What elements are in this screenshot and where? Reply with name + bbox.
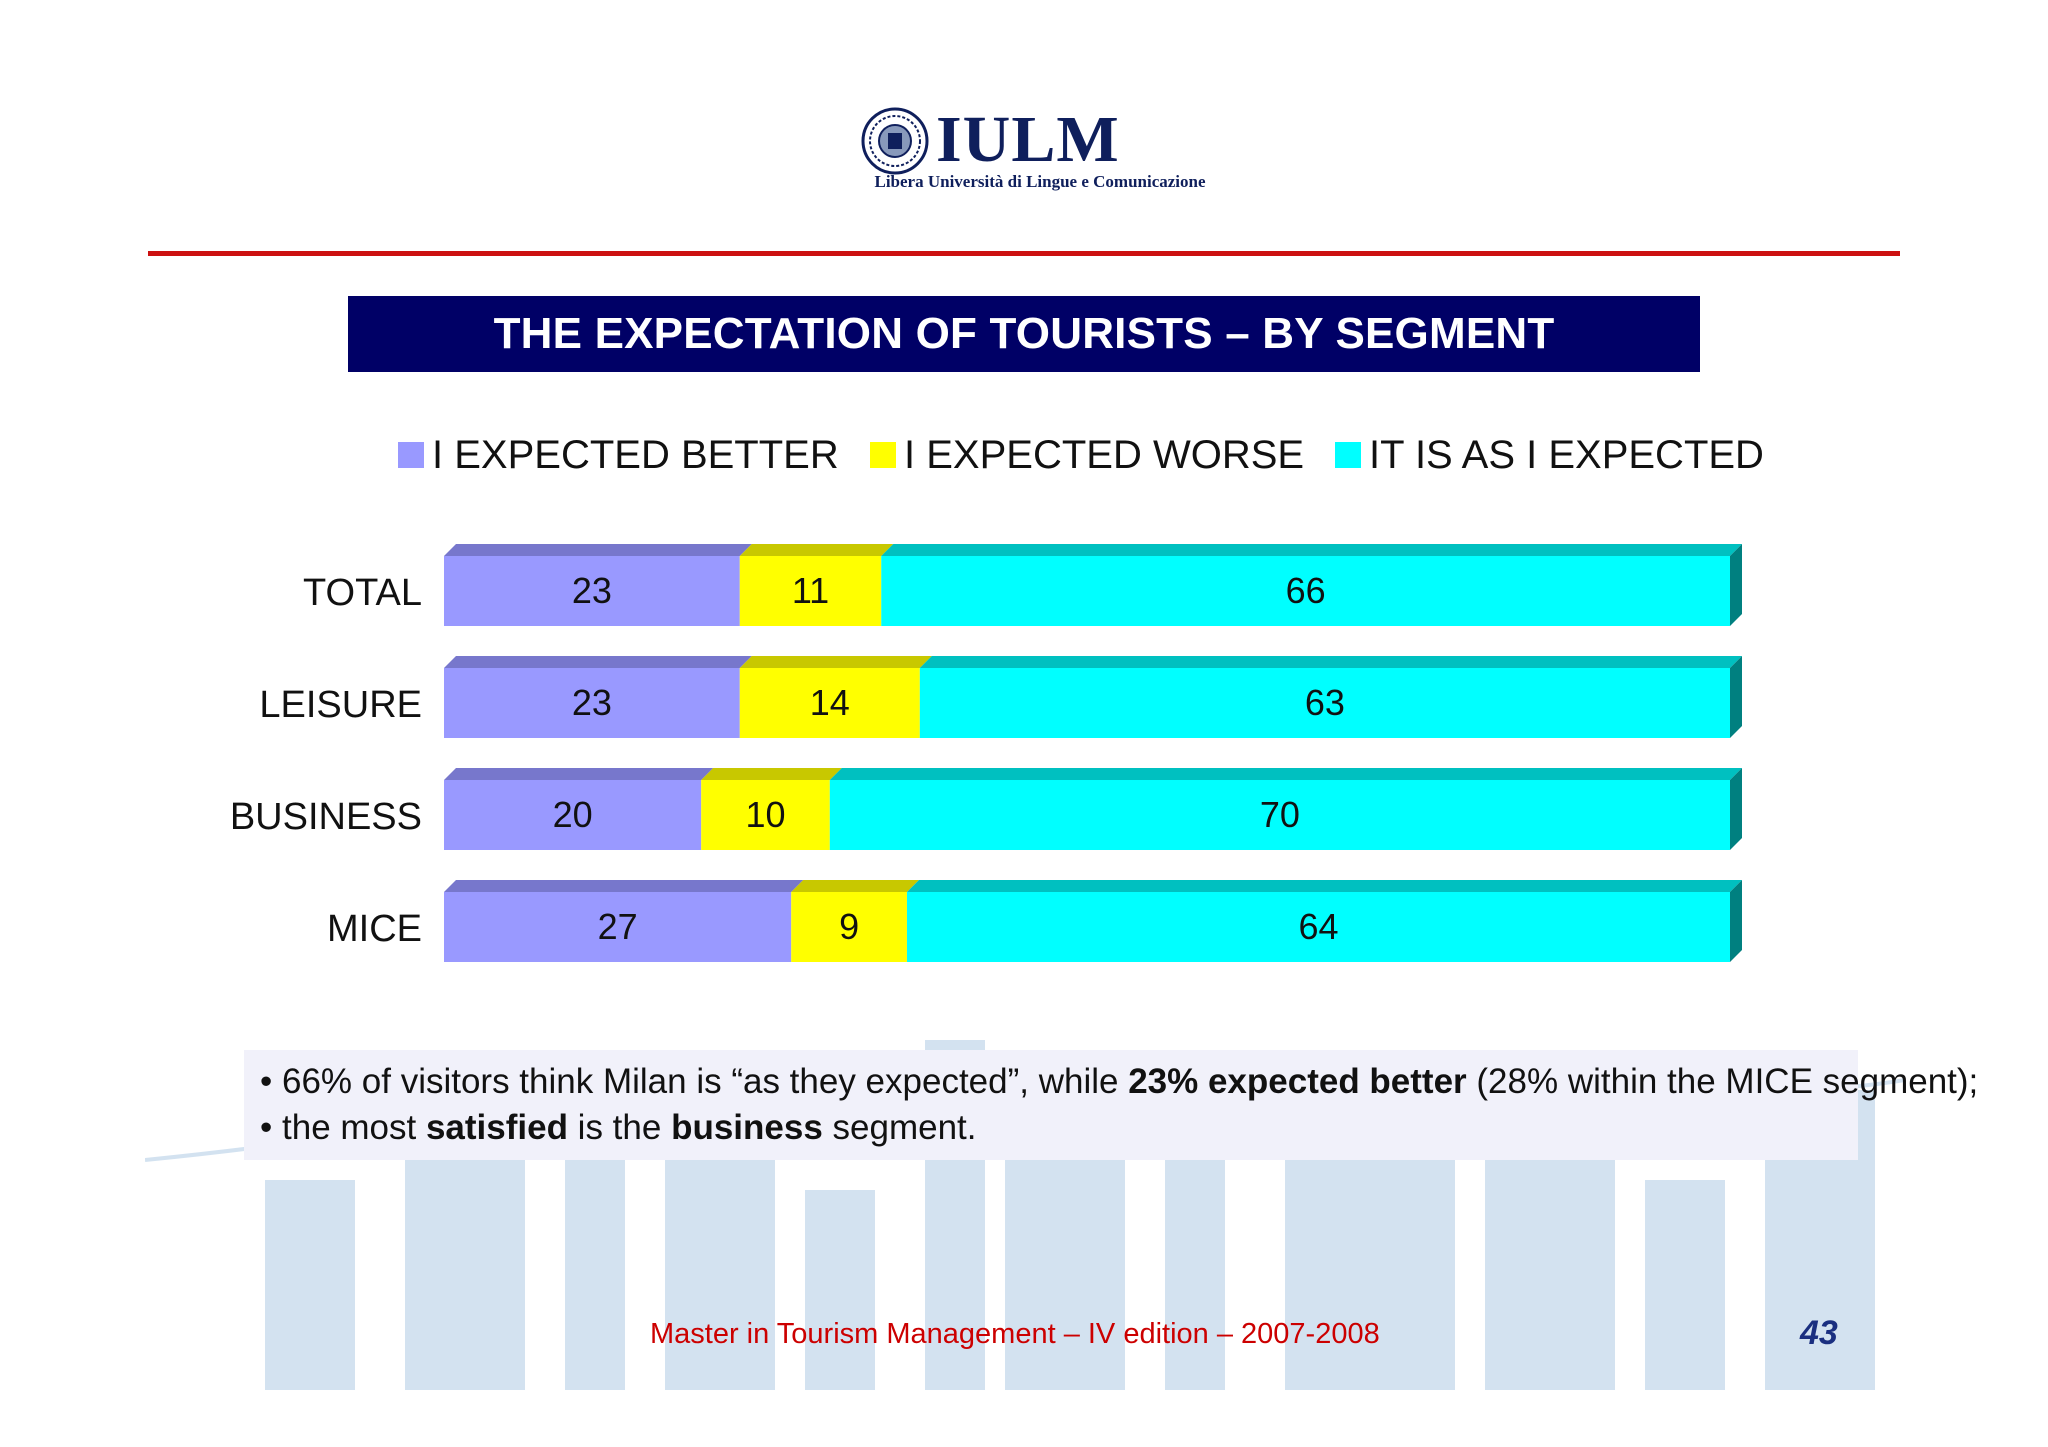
data-label: 10 <box>745 794 785 835</box>
data-label: 9 <box>839 906 859 947</box>
bar-side-face <box>1730 544 1742 626</box>
data-label: 23 <box>572 682 612 723</box>
header-divider <box>148 251 1900 256</box>
iulm-logo: IULM Libera Università di Lingue e Comun… <box>860 100 1220 210</box>
legend-label: I EXPECTED WORSE <box>904 432 1305 477</box>
bar-top-face <box>739 544 894 556</box>
bar-top-face <box>701 768 842 780</box>
data-label: 23 <box>572 570 612 611</box>
data-label: 64 <box>1298 906 1338 947</box>
bar-segment <box>444 892 792 962</box>
bar-segment <box>739 668 920 738</box>
bar-top-face <box>906 880 1742 892</box>
bar-top-face <box>444 544 752 556</box>
legend-item-as-expected: IT IS AS I EXPECTED <box>1335 430 1764 480</box>
bar-top-face <box>791 880 919 892</box>
category-label: BUSINESS <box>230 796 422 838</box>
summary-text: the most <box>282 1108 426 1147</box>
bar-segment <box>444 668 740 738</box>
bar-segment <box>906 892 1730 962</box>
summary-highlight: business <box>671 1108 823 1147</box>
bullet: • <box>260 1108 273 1147</box>
summary-bullet-2: • the most satisfied is the business seg… <box>260 1108 977 1148</box>
bar-side-face <box>1730 656 1742 738</box>
summary-text: 66% of visitors think Milan is “as they … <box>282 1062 1129 1101</box>
summary-highlight: 23% expected better <box>1128 1062 1467 1101</box>
bar-top-face <box>829 768 1742 780</box>
bar-top-face <box>444 880 804 892</box>
data-label: 63 <box>1305 682 1345 723</box>
bar-top-face <box>739 656 932 668</box>
category-label: MICE <box>327 908 422 950</box>
bar-top-face <box>444 656 752 668</box>
legend-item-expected-worse: I EXPECTED WORSE <box>870 430 1304 480</box>
bar-segment <box>881 556 1730 626</box>
summary-text: (28% within the MICE segment); <box>1466 1062 1979 1101</box>
legend-item-expected-better: I EXPECTED BETTER <box>398 430 839 480</box>
bullet: • <box>260 1062 273 1101</box>
bar-side-face <box>1730 768 1742 850</box>
summary-text: segment. <box>822 1108 977 1147</box>
bar-segment <box>919 668 1730 738</box>
summary-bullet-1: • 66% of visitors think Milan is “as the… <box>260 1062 1978 1102</box>
slide-title-banner: THE EXPECTATION OF TOURISTS – BY SEGMENT <box>348 296 1700 372</box>
bar-segment <box>829 780 1730 850</box>
legend-swatch <box>870 442 896 468</box>
bar-side-face <box>1730 880 1742 962</box>
data-label: 66 <box>1286 570 1326 611</box>
summary-box: • 66% of visitors think Milan is “as the… <box>244 1050 1978 1160</box>
data-label: 70 <box>1260 794 1300 835</box>
category-label: LEISURE <box>259 684 422 726</box>
data-label: 27 <box>598 906 638 947</box>
logo-wordmark: IULM <box>936 103 1120 176</box>
summary-text: is the <box>567 1108 672 1147</box>
legend-swatch <box>1335 442 1361 468</box>
bar-segment <box>444 780 702 850</box>
bar-top-face <box>881 544 1742 556</box>
bar-top-face <box>444 768 714 780</box>
slide-title: THE EXPECTATION OF TOURISTS – BY SEGMENT <box>493 309 1555 358</box>
summary-highlight: satisfied <box>425 1108 568 1147</box>
bar-segment <box>444 556 740 626</box>
legend-label: IT IS AS I EXPECTED <box>1369 432 1764 477</box>
category-label: TOTAL <box>303 572 422 614</box>
bar-segment <box>739 556 882 626</box>
legend-label: I EXPECTED BETTER <box>432 432 839 477</box>
data-label: 14 <box>810 682 850 723</box>
page-number: 43 <box>1800 1314 1838 1352</box>
data-label: 20 <box>553 794 593 835</box>
legend-swatch <box>398 442 424 468</box>
logo-subtitle: Libera Università di Lingue e Comunicazi… <box>874 172 1206 191</box>
bar-segment <box>701 780 830 850</box>
data-label: 11 <box>792 570 829 611</box>
bar-segment <box>791 892 907 962</box>
university-seal-icon <box>861 107 929 175</box>
bar-top-face <box>919 656 1742 668</box>
footer-text: Master in Tourism Management – IV editio… <box>650 1318 1380 1350</box>
